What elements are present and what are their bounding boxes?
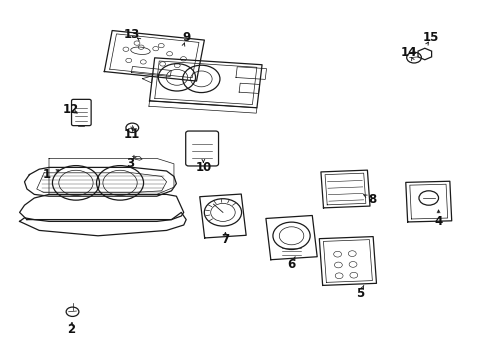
Text: 4: 4	[435, 215, 442, 228]
Text: 6: 6	[288, 258, 295, 271]
Text: 1: 1	[43, 168, 50, 181]
Text: 7: 7	[221, 233, 229, 246]
Text: 14: 14	[401, 46, 417, 59]
Text: 10: 10	[195, 161, 212, 174]
Text: 9: 9	[182, 31, 190, 44]
Text: 8: 8	[368, 193, 376, 206]
Text: 12: 12	[63, 103, 79, 116]
Text: 15: 15	[423, 31, 440, 44]
Text: 2: 2	[67, 323, 75, 336]
Text: 5: 5	[356, 287, 364, 300]
Text: 13: 13	[124, 28, 141, 41]
Text: 11: 11	[124, 129, 141, 141]
Text: 3: 3	[126, 157, 134, 170]
